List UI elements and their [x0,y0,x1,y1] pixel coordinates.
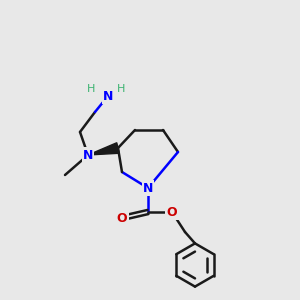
Text: N: N [83,148,93,161]
Text: O: O [167,206,177,218]
Text: N: N [103,89,113,103]
Text: O: O [117,212,127,224]
Text: N: N [143,182,153,194]
Polygon shape [88,143,119,155]
Text: H: H [87,83,96,94]
Text: H: H [117,83,126,94]
